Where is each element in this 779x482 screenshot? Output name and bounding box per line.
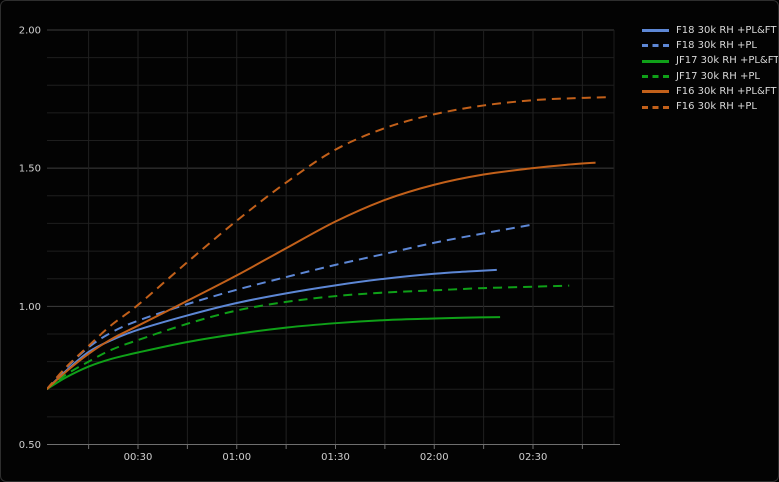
legend-label: JF17 30k RH +PL&FT xyxy=(676,55,779,67)
legend-item-jf17-plft[interactable]: JF17 30k RH +PL&FT xyxy=(642,54,779,69)
legend-label: JF17 30k RH +PL xyxy=(676,70,760,82)
x-tick-label: 02:00 xyxy=(420,452,449,463)
series-curve-3 xyxy=(47,284,570,391)
series-curve-2 xyxy=(47,316,501,391)
x-tick-label: 00:30 xyxy=(124,452,153,463)
series-curve-5 xyxy=(47,96,609,390)
legend-swatch-orange-dashed xyxy=(642,105,669,109)
legend-item-f16-plft[interactable]: F16 30k RH +PL&FT xyxy=(642,84,778,99)
legend-item-jf17-pl[interactable]: JF17 30k RH +PL xyxy=(642,69,778,84)
legend-label: F18 30k RH +PL xyxy=(676,39,757,51)
legend-swatch-green-dashed xyxy=(642,75,669,79)
legend-label: F18 30k RH +PL&FT xyxy=(676,24,777,36)
legend-item-f18-pl[interactable]: F18 30k RH +PL xyxy=(642,38,778,53)
series-curve-1 xyxy=(47,223,534,390)
legend-item-f18-plft[interactable]: F18 30k RH +PL&FT xyxy=(642,23,778,38)
legend-swatch-blue-solid xyxy=(642,29,669,33)
y-tick-label: 1.50 xyxy=(19,164,41,175)
legend-item-f16-pl[interactable]: F16 30k RH +PL xyxy=(642,99,778,114)
series-curve-0 xyxy=(47,268,497,390)
chart-legend: F18 30k RH +PL&FT F18 30k RH +PL JF17 30… xyxy=(642,23,779,115)
y-tick-label: 0.50 xyxy=(19,440,41,451)
x-tick-label: 02:30 xyxy=(519,452,548,463)
legend-swatch-green-solid xyxy=(642,59,669,63)
x-tick-label: 01:30 xyxy=(321,452,350,463)
y-tick-label: 1.00 xyxy=(19,302,41,313)
legend-label: F16 30k RH +PL&FT xyxy=(676,85,777,97)
series-curve-4 xyxy=(47,161,596,390)
legend-swatch-orange-solid xyxy=(642,90,669,94)
x-tick-label: 01:00 xyxy=(222,452,251,463)
legend-swatch-blue-dashed xyxy=(642,44,669,48)
legend-label: F16 30k RH +PL xyxy=(676,101,757,113)
y-tick-label: 2.00 xyxy=(19,26,41,37)
